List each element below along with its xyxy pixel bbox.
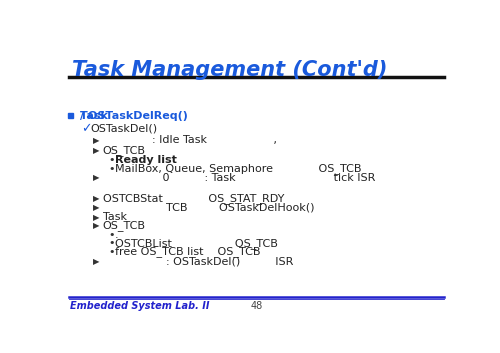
Text: OSTCBList                  OS_TCB: OSTCBList OS_TCB (115, 238, 278, 249)
Text: ▶: ▶ (92, 221, 99, 230)
Bar (68, 113, 73, 118)
Text: ▶: ▶ (92, 146, 99, 155)
Text: Task Management (Cont'd): Task Management (Cont'd) (72, 60, 387, 80)
Text: Task: Task (80, 110, 166, 120)
Text: OS_TCB: OS_TCB (103, 220, 146, 231)
Text: ▶: ▶ (92, 136, 99, 145)
Text: ✓: ✓ (81, 122, 92, 135)
Text: •: • (108, 155, 114, 165)
Text: ▶: ▶ (92, 203, 99, 213)
Text: OSTaskDel(): OSTaskDel() (90, 124, 158, 133)
Text: Ready list: Ready list (115, 155, 177, 165)
Text: : Idle Task                   ,: : Idle Task , (103, 135, 277, 145)
Text: ▶: ▶ (92, 194, 99, 203)
Text: Task: Task (103, 212, 127, 222)
Text: 0          : Task                            tick ISR: 0 : Task tick ISR (103, 173, 375, 183)
Text: / OSTaskDelReq(): / OSTaskDelReq() (80, 110, 188, 120)
Text: •: • (108, 238, 114, 248)
Text: MailBox, Queue, Semaphore             OS_TCB: MailBox, Queue, Semaphore OS_TCB (115, 163, 362, 174)
Text: .: . (115, 230, 119, 240)
Text: free OS_TCB list    OS_TCB: free OS_TCB list OS_TCB (115, 246, 260, 257)
Text: 48: 48 (250, 301, 262, 311)
Text: ▶: ▶ (92, 173, 99, 183)
Text: : OSTaskDel()          ISR: : OSTaskDel() ISR (103, 256, 293, 266)
Text: Embedded System Lab. II: Embedded System Lab. II (70, 301, 210, 311)
Text: •: • (108, 230, 114, 240)
Text: •: • (108, 164, 114, 174)
Text: ▶: ▶ (92, 257, 99, 265)
Text: OSTCBStat             OS_STAT_RDY: OSTCBStat OS_STAT_RDY (103, 193, 284, 204)
Text: TCB         OSTaskDelHook(): TCB OSTaskDelHook() (103, 203, 314, 213)
Text: •: • (108, 247, 114, 257)
Text: OS_TCB: OS_TCB (103, 145, 146, 156)
Text: ▶: ▶ (92, 213, 99, 222)
